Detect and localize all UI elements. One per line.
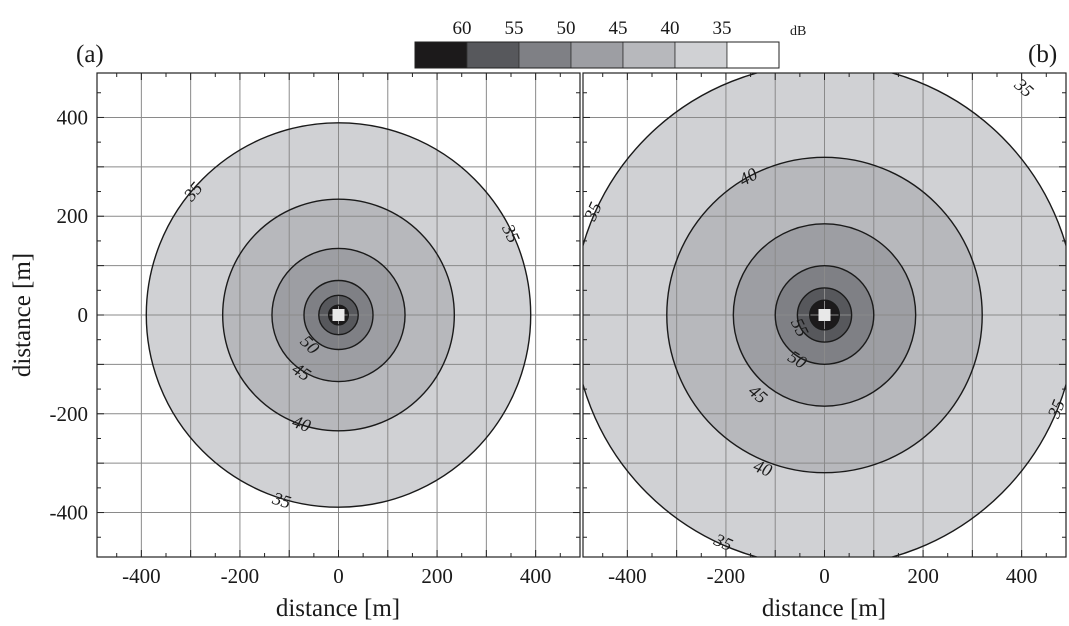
y-tick-label: 200: [57, 204, 89, 228]
contour-line-45: [732, 223, 917, 407]
y-tick-label: 400: [57, 105, 89, 129]
colorbar-unit: dB: [790, 24, 806, 39]
x-tick-label: 0: [819, 564, 830, 588]
source-marker: [332, 309, 345, 321]
contour-line-60: [809, 299, 840, 331]
x-tick-label: 400: [520, 564, 552, 588]
panel-b-grid: [583, 73, 1066, 557]
contour-line-40: [221, 198, 456, 432]
y-tick-label: -400: [50, 501, 89, 525]
y-tick-label: -200: [50, 402, 89, 426]
colorbar: 60 55 50 45 40 35: [414, 18, 780, 69]
panel-b-xlabel: distance [m]: [762, 595, 886, 622]
colorbar-swatch: [726, 41, 780, 69]
x-tick-label: -400: [608, 564, 647, 588]
contour-line-50: [303, 279, 374, 351]
colorbar-frame: [414, 41, 780, 69]
colorbar-swatch: [570, 41, 624, 69]
panel-a-ticks: -400 -200 0 200 400 -400 -200 0 200 400: [50, 73, 580, 588]
colorbar-swatch: [414, 41, 468, 69]
x-tick-label: -400: [122, 564, 161, 588]
contour-line-40: [666, 156, 983, 474]
y-tick-label: 0: [78, 303, 89, 327]
contour-label: 40: [290, 411, 313, 436]
panel-b-contour-lines: [583, 73, 1066, 557]
contour-line-60: [327, 304, 350, 326]
panel-label-a: (a): [76, 41, 104, 68]
colorbar-swatch: [466, 41, 520, 69]
contour-label: 35: [1043, 397, 1069, 422]
panel-a-xlabel: distance [m]: [276, 595, 400, 622]
x-tick-label: 200: [907, 564, 939, 588]
panel-b-ticks: -400 -200 0 200 400: [583, 73, 1066, 588]
x-tick-label: 0: [333, 564, 344, 588]
colorbar-level-label: 60: [453, 18, 472, 39]
colorbar-level-label: 50: [557, 18, 576, 39]
x-tick-label: -200: [707, 564, 746, 588]
colorbar-level-label: 35: [713, 18, 732, 39]
colorbar-level-label: 40: [661, 18, 680, 39]
contour-line-45: [271, 247, 406, 383]
panel-a-contour-lines: [145, 122, 532, 508]
x-tick-label: 200: [421, 564, 453, 588]
x-tick-label: -200: [221, 564, 260, 588]
contour-line-55: [318, 294, 359, 336]
panel-label-b: (b): [1028, 41, 1057, 68]
source-marker: [818, 309, 831, 321]
colorbar-level-label: 45: [609, 18, 628, 39]
x-tick-label: 400: [1006, 564, 1038, 588]
contour-line-50: [774, 265, 875, 365]
panel-a-ylabel: distance [m]: [9, 253, 36, 377]
colorbar-swatch: [674, 41, 728, 69]
contour-line-55: [796, 287, 853, 343]
contour-line-35: [145, 122, 532, 508]
colorbar-swatch: [518, 41, 572, 69]
colorbar-swatch: [622, 41, 676, 69]
colorbar-level-label: 55: [505, 18, 524, 39]
contour-label: 35: [580, 199, 606, 225]
